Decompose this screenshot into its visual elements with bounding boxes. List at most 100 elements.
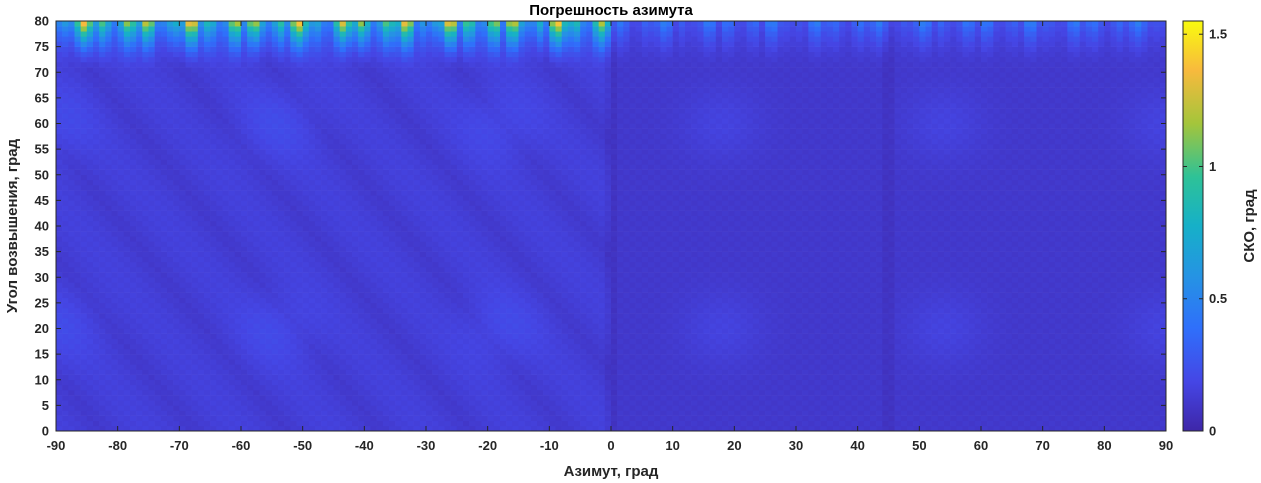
heatmap-cell [228,323,236,329]
heatmap-cell [93,62,100,68]
heatmap-cell [173,313,180,319]
heatmap-cell [376,272,384,278]
heatmap-cell [278,113,285,119]
heatmap-cell [290,185,297,191]
heatmap-cell [296,185,303,191]
heatmap-cell [148,169,155,176]
heatmap-cell [284,149,291,155]
heatmap-cell [74,323,81,329]
heatmap-cell [432,67,439,73]
heatmap-cell [389,185,396,191]
heatmap-cell [62,277,69,283]
heatmap-cell [271,328,279,334]
heatmap-cell [308,241,316,247]
heatmap-cell [364,287,371,293]
heatmap-cell [321,410,328,416]
heatmap-cell [271,420,279,427]
heatmap-cell [210,21,217,27]
heatmap-cell [222,113,229,119]
heatmap-cell [426,384,433,391]
heatmap-cell [111,292,118,299]
heatmap-cell [339,374,347,381]
heatmap-cell [173,92,180,99]
heatmap-cell [80,277,88,283]
heatmap-cell [68,251,75,258]
heatmap-cell [191,384,199,391]
heatmap-cell [204,220,211,227]
heatmap-cell [234,410,242,416]
heatmap-cell [271,364,279,370]
heatmap-cell [345,308,353,314]
heatmap-cell [228,405,236,411]
heatmap-cell [339,41,347,47]
heatmap-cell [253,231,260,237]
heatmap-cell [142,241,149,247]
heatmap-cell [284,72,291,78]
heatmap-cell [308,318,316,324]
heatmap-cell [327,425,334,432]
heatmap-cell [234,267,242,273]
heatmap-cell [308,287,316,293]
heatmap-cell [376,51,384,58]
heatmap-cell [352,164,359,170]
heatmap-cell [167,425,174,432]
heatmap-cell [389,302,396,309]
heatmap-cell [438,384,445,391]
heatmap-cell [389,359,396,365]
heatmap-cell [80,267,88,273]
heatmap-cell [333,364,340,370]
heatmap-cell [99,174,106,181]
heatmap-cell [130,410,137,416]
heatmap-cell [426,246,433,252]
heatmap-cell [123,277,131,283]
heatmap-cell [302,287,310,293]
heatmap-cell [271,164,279,170]
heatmap-cell [315,87,322,94]
heatmap-cell [395,277,402,283]
heatmap-cell [160,205,168,211]
heatmap-cell [68,410,75,416]
heatmap-cell [278,354,285,360]
heatmap-cell [62,103,69,109]
heatmap-cell [364,190,371,196]
heatmap-cell [197,185,205,191]
heatmap-cell [74,308,81,314]
heatmap-cell [216,92,223,99]
heatmap-cell [259,246,266,252]
heatmap-cell [228,302,236,309]
heatmap-cell [241,62,248,68]
heatmap-cell [333,195,340,201]
heatmap-cell [86,390,94,396]
heatmap-cell [204,169,211,176]
heatmap-cell [308,113,316,119]
heatmap-cell [382,297,390,304]
heatmap-cell [222,185,229,191]
heatmap-cell [111,215,118,222]
heatmap-cell [99,354,106,360]
heatmap-cell [419,205,427,211]
heatmap-cell [80,323,88,329]
heatmap-cell [364,82,371,88]
heatmap-cell [117,159,125,165]
heatmap-cell [142,343,149,350]
heatmap-cell [315,220,322,227]
heatmap-cell [228,118,236,124]
heatmap-cell [210,338,217,345]
heatmap-cell [432,236,439,242]
heatmap-cell [327,92,334,99]
heatmap-cell [364,425,371,432]
heatmap-cell [265,46,273,53]
heatmap-cell [271,200,279,206]
heatmap-cell [167,374,174,381]
heatmap-cell [321,318,328,324]
heatmap-cell [302,333,310,340]
heatmap-cell [364,226,371,232]
heatmap-cell [216,195,223,201]
heatmap-cell [426,36,433,42]
heatmap-cell [401,41,408,47]
heatmap-cell [86,359,94,365]
heatmap-cell [259,46,266,53]
heatmap-cell [426,359,433,365]
heatmap-cell [86,195,94,201]
heatmap-cell [111,195,118,201]
